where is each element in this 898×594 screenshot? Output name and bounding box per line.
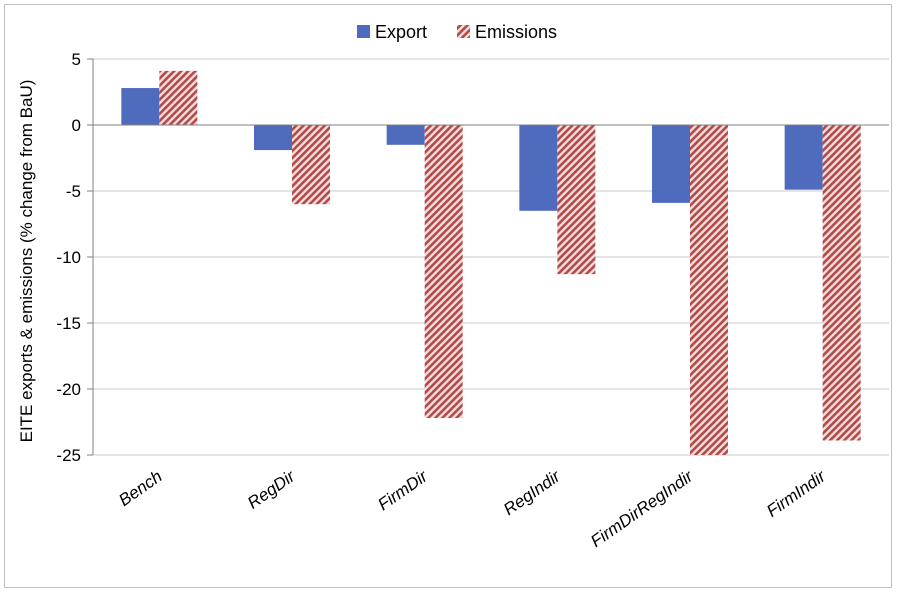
legend-swatch-export	[357, 25, 370, 38]
legend-label-emissions: Emissions	[475, 22, 557, 42]
bar-chart: Export Emissions 5 0 -5 -10 -15 -20 -25 Bench Re…	[17, 22, 889, 551]
y-tick-label: -5	[66, 182, 81, 201]
x-category-label: RegDir	[244, 466, 299, 513]
x-category-label: Bench	[115, 467, 165, 510]
bar-emissions-firmdirregindir	[690, 125, 728, 455]
bar-emissions-regindir	[557, 125, 596, 275]
y-tick-label: 5	[72, 50, 81, 69]
x-category-label: RegIndir	[500, 466, 565, 519]
legend-label-export: Export	[375, 22, 427, 42]
bar-emissions-firmindir	[822, 125, 861, 441]
y-axis-title: EITE exports & emissions (% change from …	[17, 80, 36, 443]
legend: Export Emissions	[357, 22, 557, 42]
y-tick-label: -20	[56, 380, 81, 399]
x-category-label: FirmIndir	[763, 466, 830, 521]
gridlines	[87, 58, 889, 456]
bar-emissions-firmdir	[424, 125, 463, 419]
legend-swatch-emissions	[457, 25, 470, 38]
y-tick-label: 0	[72, 116, 81, 135]
bar-export-firmdirregindir	[652, 125, 690, 203]
chart-frame: Export Emissions 5 0 -5 -10 -15 -20 -25 Bench Re…	[4, 4, 892, 588]
x-category-label: FirmDirRegIndir	[587, 466, 697, 551]
x-category-label: FirmDir	[374, 466, 432, 514]
bar-export-firmdir	[386, 125, 425, 145]
y-tick-label: -15	[56, 314, 81, 333]
bar-emissions-regdir	[292, 125, 330, 205]
y-axis-ticks: 5 0 -5 -10 -15 -20 -25	[56, 50, 81, 465]
bars	[121, 70, 861, 455]
x-axis-labels: Bench RegDir FirmDir RegIndir FirmDirRegIndi…	[115, 466, 830, 551]
y-tick-label: -10	[56, 248, 81, 267]
bar-export-regdir	[254, 125, 292, 151]
bar-export-bench	[121, 88, 160, 125]
bar-emissions-bench	[159, 70, 198, 125]
bar-export-firmindir	[784, 125, 823, 190]
y-tick-label: -25	[56, 446, 81, 465]
bar-export-regindir	[519, 125, 558, 211]
